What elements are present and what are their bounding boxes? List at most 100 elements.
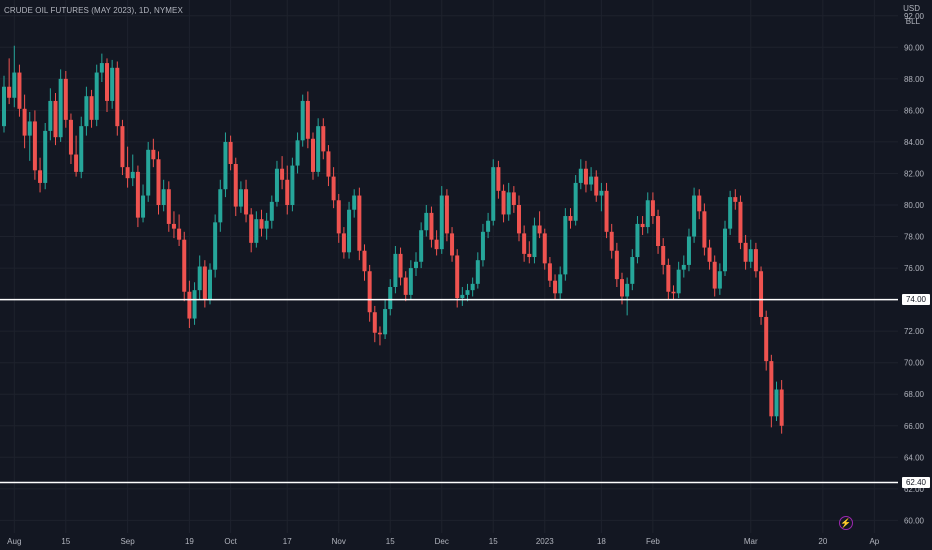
candle	[63, 70, 68, 128]
candle-body	[779, 389, 784, 426]
candle	[599, 182, 604, 212]
candle	[84, 86, 89, 136]
candle	[166, 181, 171, 232]
candle	[141, 184, 146, 223]
candle-body	[269, 201, 274, 221]
candle-body	[290, 165, 295, 205]
candle-body	[723, 228, 727, 272]
x-tick-label: Dec	[435, 537, 449, 546]
y-tick-label: 72.00	[904, 327, 925, 336]
candle	[58, 69, 63, 142]
candle-body	[686, 236, 691, 265]
candle-body	[475, 260, 480, 284]
candle-body	[125, 167, 130, 179]
candle	[274, 160, 279, 207]
candle-body	[84, 96, 89, 127]
y-tick-label: 88.00	[904, 75, 925, 84]
candle-body	[357, 195, 362, 251]
candle-body	[213, 222, 218, 270]
candle	[182, 231, 187, 302]
candle-body	[326, 151, 331, 177]
candle-body	[764, 316, 769, 362]
candle	[511, 186, 516, 213]
candle	[676, 261, 681, 299]
candle-body	[470, 283, 475, 291]
y-tick-label: 90.00	[904, 43, 925, 52]
candle	[558, 266, 563, 300]
candle-body	[635, 223, 640, 258]
candle	[12, 45, 17, 108]
candle	[177, 214, 182, 246]
candle	[697, 189, 702, 220]
candle	[377, 326, 382, 346]
unit-label: BLL	[905, 17, 920, 26]
candle	[686, 228, 691, 272]
candle	[748, 239, 753, 269]
candle	[501, 184, 506, 223]
candle	[120, 119, 125, 176]
x-tick-label: Mar	[744, 537, 758, 546]
y-tick-label: 82.00	[904, 169, 925, 178]
candle	[269, 195, 274, 229]
candle-body	[681, 264, 686, 270]
x-tick-label: Ap	[869, 537, 879, 546]
candle-body	[341, 233, 346, 253]
candle	[352, 189, 357, 218]
candle	[311, 132, 315, 180]
candle	[424, 205, 429, 237]
candle-body	[233, 164, 238, 207]
candle	[110, 59, 115, 109]
candle-body	[223, 141, 228, 190]
candle-body	[300, 100, 305, 141]
candle	[264, 212, 269, 240]
candle-body	[110, 67, 115, 101]
candle	[285, 165, 290, 215]
candle-body	[177, 228, 182, 240]
candle	[774, 381, 779, 422]
candle-body	[218, 189, 223, 223]
candle	[202, 260, 207, 308]
candle-body	[58, 78, 63, 138]
candle	[48, 88, 53, 141]
candle-body	[728, 197, 733, 229]
candle	[367, 264, 372, 322]
candle	[728, 190, 733, 235]
candle-body	[336, 200, 341, 234]
candle-body	[547, 263, 552, 281]
candle-body	[697, 195, 702, 212]
candle-body	[208, 269, 212, 300]
candle-body	[2, 86, 6, 127]
candle	[22, 94, 27, 149]
candle	[517, 195, 521, 242]
candle	[347, 201, 352, 259]
candle-body	[171, 223, 176, 229]
candle-body	[759, 271, 764, 317]
candle-body	[63, 78, 68, 120]
x-tick-label: Sep	[120, 537, 135, 546]
candle-body	[424, 212, 429, 231]
candle	[460, 287, 465, 306]
candle-body	[707, 247, 712, 262]
candle-body	[383, 309, 388, 335]
candle	[434, 230, 439, 256]
candle-body	[68, 119, 73, 155]
candle-body	[48, 100, 53, 131]
candle-body	[511, 192, 516, 205]
candle-body	[578, 168, 583, 183]
candle	[68, 113, 73, 164]
candle-body	[89, 96, 94, 120]
candle-body	[43, 130, 48, 183]
x-tick-label: 15	[61, 537, 70, 546]
candle-body	[455, 255, 460, 299]
candle-body	[506, 192, 511, 215]
candle	[439, 186, 444, 254]
candle	[707, 239, 712, 270]
candle	[53, 93, 58, 146]
candle	[89, 89, 94, 128]
lightning-bolt-icon[interactable]: ⚡	[839, 516, 853, 530]
candle-body	[609, 231, 614, 251]
candle-body	[604, 190, 609, 232]
y-tick-label: 92.00	[904, 12, 925, 21]
candle-body	[614, 250, 619, 280]
